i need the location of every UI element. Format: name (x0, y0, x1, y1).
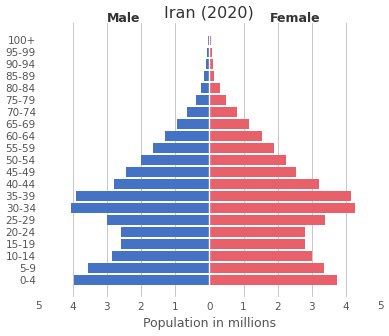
Bar (204, 72, 209, 81)
Bar (121, 239, 209, 249)
Bar (209, 36, 211, 45)
Bar (209, 191, 351, 201)
Bar (121, 227, 209, 237)
Bar (209, 275, 337, 285)
Text: Female: Female (270, 12, 320, 25)
Bar (209, 119, 249, 129)
Bar (209, 167, 296, 177)
Bar (209, 251, 312, 261)
Text: 5: 5 (35, 301, 42, 311)
Bar (71, 203, 209, 213)
Bar (177, 119, 209, 129)
Text: Male: Male (107, 12, 141, 25)
Bar (201, 83, 209, 93)
Bar (209, 83, 220, 93)
Bar (206, 59, 209, 69)
Text: 5: 5 (377, 301, 384, 311)
Bar (88, 263, 209, 272)
Bar (209, 72, 214, 81)
Bar (209, 227, 305, 237)
Bar (209, 59, 213, 69)
Bar (209, 143, 274, 153)
Bar (209, 131, 262, 141)
Title: Iran (2020): Iran (2020) (165, 6, 254, 20)
Bar (112, 251, 209, 261)
Bar (209, 179, 319, 189)
Bar (187, 107, 209, 117)
Bar (209, 215, 326, 225)
Bar (208, 36, 209, 45)
Bar (165, 131, 209, 141)
Bar (209, 95, 226, 105)
Bar (74, 275, 209, 285)
Bar (209, 263, 324, 272)
Bar (196, 95, 209, 105)
Bar (207, 47, 209, 57)
Bar (209, 47, 212, 57)
Bar (209, 203, 354, 213)
Bar (114, 179, 209, 189)
Bar (76, 191, 209, 201)
Bar (126, 167, 209, 177)
Bar (209, 155, 286, 165)
Bar (209, 239, 305, 249)
Bar (141, 155, 209, 165)
X-axis label: Population in millions: Population in millions (143, 318, 276, 330)
Bar (209, 107, 237, 117)
Bar (107, 215, 209, 225)
Bar (153, 143, 209, 153)
